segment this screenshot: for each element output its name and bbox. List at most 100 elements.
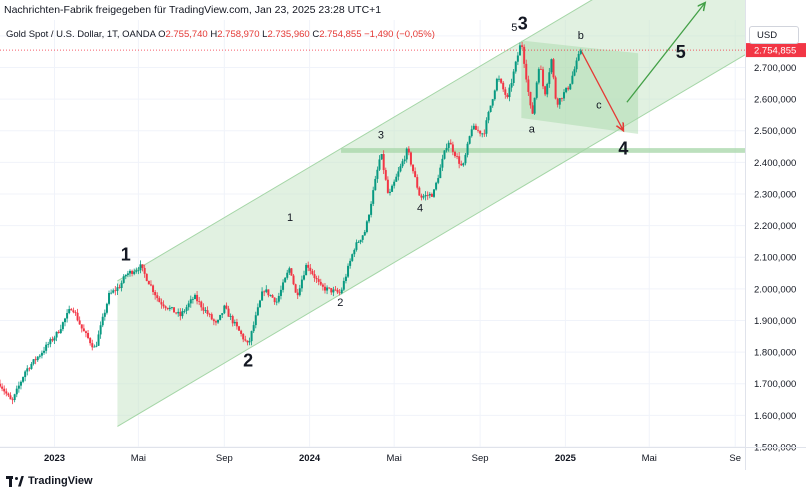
candle-down: [118, 287, 121, 289]
candle-down: [525, 63, 528, 80]
wave-label: 2: [337, 297, 343, 309]
candle-down: [11, 399, 14, 401]
ohlc-legend: Gold Spot / U.S. Dollar, 1T, OANDA O2.75…: [6, 29, 435, 40]
time-tick-label: Se: [729, 453, 741, 464]
candle-up: [422, 196, 425, 198]
candle-down: [242, 333, 245, 340]
candle-up: [363, 231, 366, 236]
candle-up: [340, 289, 343, 294]
candle-up: [279, 289, 282, 296]
candle-down: [384, 170, 387, 180]
candle-up: [533, 97, 536, 114]
tradingview-logo-icon: [6, 475, 24, 487]
low-value: 2.735,960: [267, 29, 310, 40]
candle-up: [275, 301, 278, 303]
candle-down: [149, 284, 152, 286]
price-tick-label: 2.200,000: [754, 221, 796, 232]
candle-up: [468, 136, 471, 144]
candle-up: [548, 72, 551, 84]
candle-up: [393, 181, 396, 186]
candle-up: [177, 311, 180, 314]
candle-up: [368, 214, 371, 222]
candle-up: [43, 350, 46, 353]
candle-up: [569, 83, 572, 90]
candle-up: [401, 161, 404, 167]
candle-up: [326, 287, 329, 291]
candle-up: [571, 75, 574, 84]
candle-down: [523, 46, 526, 64]
candle-down: [552, 59, 555, 78]
time-tick-label: Sep: [472, 453, 489, 464]
candle-down: [418, 187, 421, 196]
candle-down: [456, 156, 459, 157]
candle-down: [544, 86, 547, 95]
candle-up: [445, 147, 448, 151]
support-zone: [341, 148, 745, 153]
candle-up: [359, 239, 362, 243]
close-label: C: [312, 29, 320, 40]
candle-up: [265, 289, 268, 292]
candle-down: [82, 328, 85, 332]
candle-up: [250, 331, 253, 342]
candle-up: [489, 105, 492, 112]
price-tick-label: 1.600,000: [754, 411, 796, 422]
wave-label: 3: [518, 13, 528, 33]
candle-down: [164, 306, 167, 308]
candle-down: [483, 133, 486, 135]
candle-down: [0, 383, 1, 387]
price-tick-label: 1.700,000: [754, 379, 796, 390]
candle-up: [38, 355, 41, 357]
candle-up: [376, 169, 379, 179]
candle-down: [539, 69, 542, 70]
trend-channel: [117, 0, 745, 427]
candle-up: [508, 87, 511, 98]
candle-down: [240, 330, 243, 334]
time-tick-label: Mai: [642, 453, 657, 464]
change-value: −1,490 (−0,05%): [364, 29, 435, 40]
candle-down: [152, 285, 155, 292]
candle-up: [370, 203, 373, 215]
tradingview-footer[interactable]: TradingView: [6, 475, 93, 487]
candle-up: [374, 178, 377, 191]
candle-up: [126, 273, 129, 275]
candle-up: [183, 310, 186, 312]
candle-down: [458, 156, 461, 164]
candle-down: [426, 195, 429, 196]
candle-down: [416, 177, 419, 188]
candle-down: [263, 291, 266, 293]
candle-up: [252, 325, 255, 332]
candle-down: [542, 69, 545, 87]
candle-up: [61, 322, 64, 330]
candle-down: [210, 314, 213, 320]
wave-label: b: [578, 30, 584, 42]
wave-label: 2: [243, 350, 253, 370]
candle-down: [328, 287, 331, 289]
candle-up: [15, 388, 18, 395]
candle-up: [558, 98, 561, 105]
candle-up: [63, 318, 66, 323]
candle-down: [409, 152, 412, 165]
candle-up: [298, 288, 301, 296]
candle-up: [124, 274, 127, 277]
candle-up: [24, 371, 27, 378]
time-tick-label: Mai: [387, 453, 402, 464]
candle-down: [531, 105, 534, 114]
candle-up: [577, 53, 580, 61]
candle-down: [162, 304, 165, 307]
time-tick-label: 2024: [299, 453, 321, 464]
candle-up: [388, 191, 391, 193]
candle-up: [112, 290, 115, 293]
candle-up: [428, 193, 431, 196]
candle-up: [516, 55, 519, 62]
candle-up: [562, 92, 565, 99]
candle-down: [114, 290, 117, 292]
candle-up: [133, 271, 136, 274]
candle-up: [372, 190, 375, 204]
candle-down: [72, 310, 75, 313]
wave-label: 4: [417, 202, 423, 214]
candle-down: [321, 284, 324, 287]
candle-down: [506, 94, 509, 98]
currency-button[interactable]: USD: [749, 26, 799, 44]
candle-down: [451, 144, 454, 152]
